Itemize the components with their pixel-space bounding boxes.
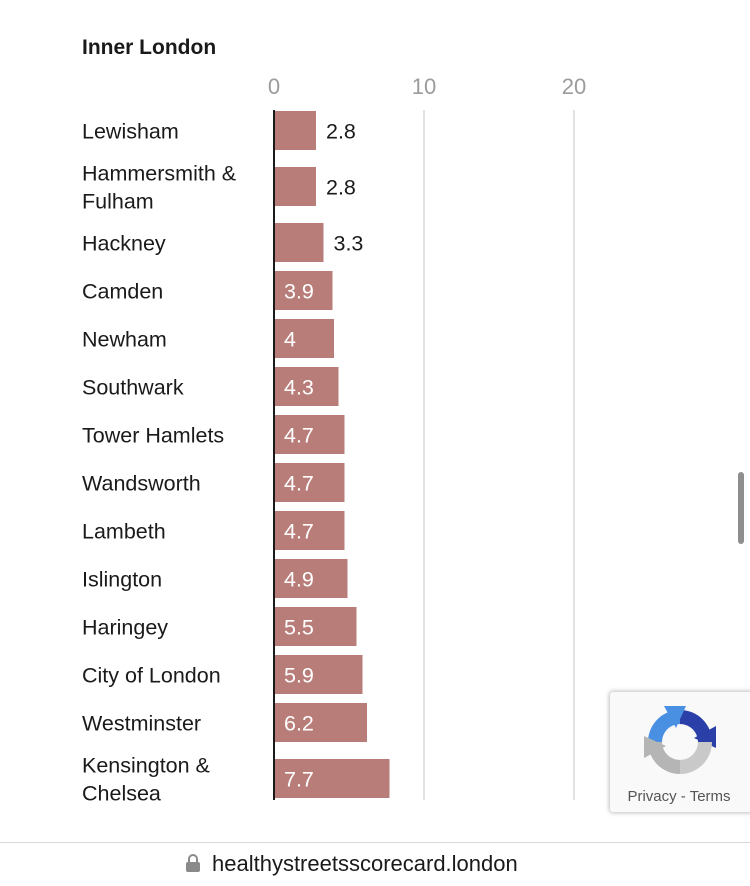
bar[interactable] <box>274 111 316 150</box>
category-label: Haringey <box>82 616 168 640</box>
category-label: Lewisham <box>82 120 179 144</box>
gridlines <box>423 110 575 800</box>
data-label: 6.2 <box>284 712 314 736</box>
bar[interactable] <box>274 319 334 358</box>
recaptcha-terms-link[interactable]: Terms <box>689 788 731 805</box>
category-label: Lambeth <box>82 520 166 544</box>
bar[interactable] <box>274 367 339 406</box>
category-label: Wandsworth <box>82 472 201 496</box>
bar[interactable] <box>274 415 345 454</box>
category-label: Hackney <box>82 232 166 256</box>
chart-title: Inner London <box>82 36 217 59</box>
url-text: healthystreetsscorecard.london <box>212 851 518 876</box>
data-label: 3.9 <box>284 280 314 304</box>
category-label: Tower Hamlets <box>82 424 224 448</box>
recaptcha-logo-icon <box>644 706 716 774</box>
bar[interactable] <box>274 559 348 598</box>
category-labels: Lewisham Hammersmith & Fulham Hackney Camden… <box>82 120 236 806</box>
bars: 2.8 2.8 3.3 3.9 4 4.3 4.7 4.7 4.7 4.9 5.5 5.9 6.2 7.7 <box>274 111 390 798</box>
data-label: 4.7 <box>284 472 314 496</box>
recaptcha-separator: - <box>680 788 686 805</box>
data-label: 4.3 <box>284 376 314 400</box>
browser-address-bar[interactable]: healthystreetsscorecard.london <box>0 842 750 886</box>
category-label: Newham <box>82 328 167 352</box>
category-label: City of London <box>82 664 221 688</box>
scrollbar-thumb[interactable] <box>738 472 744 544</box>
recaptcha-links: Privacy - Terms <box>610 788 748 805</box>
x-tick-label: 0 <box>268 74 280 99</box>
category-label: Chelsea <box>82 782 161 806</box>
bar-chart: 0 10 20 2.8 2.8 3.3 3.9 4 4.3 4.7 4.7 4.7 4.9 5.5 5.9… <box>82 74 586 806</box>
recaptcha-privacy-link[interactable]: Privacy <box>627 788 677 805</box>
x-tick-label: 20 <box>562 74 586 99</box>
data-label: 4.7 <box>284 424 314 448</box>
category-label: Camden <box>82 280 163 304</box>
data-label: 5.9 <box>284 664 314 688</box>
bar[interactable] <box>274 607 357 646</box>
bar[interactable] <box>274 759 390 798</box>
lock-icon <box>186 854 200 872</box>
recaptcha-badge[interactable]: Privacy - Terms <box>610 692 750 812</box>
data-label: 5.5 <box>284 616 314 640</box>
data-label: 3.3 <box>334 232 364 256</box>
category-label: Fulham <box>82 190 154 214</box>
data-label: 4.9 <box>284 568 314 592</box>
category-label: Kensington & <box>82 754 210 778</box>
category-label: Southwark <box>82 376 184 400</box>
category-label: Hammersmith & <box>82 162 236 186</box>
bar[interactable] <box>274 167 316 206</box>
bar[interactable] <box>274 463 345 502</box>
bar[interactable] <box>274 223 324 262</box>
data-label: 2.8 <box>326 176 356 200</box>
bar[interactable] <box>274 703 367 742</box>
data-label: 4.7 <box>284 520 314 544</box>
x-axis-ticks: 0 10 20 <box>268 74 586 99</box>
category-label: Islington <box>82 568 162 592</box>
bar[interactable] <box>274 655 363 694</box>
bar[interactable] <box>274 271 333 310</box>
bar[interactable] <box>274 511 345 550</box>
x-tick-label: 10 <box>412 74 436 99</box>
data-label: 4 <box>284 328 296 352</box>
data-label: 7.7 <box>284 768 314 792</box>
data-label: 2.8 <box>326 120 356 144</box>
category-label: Westminster <box>82 712 201 736</box>
